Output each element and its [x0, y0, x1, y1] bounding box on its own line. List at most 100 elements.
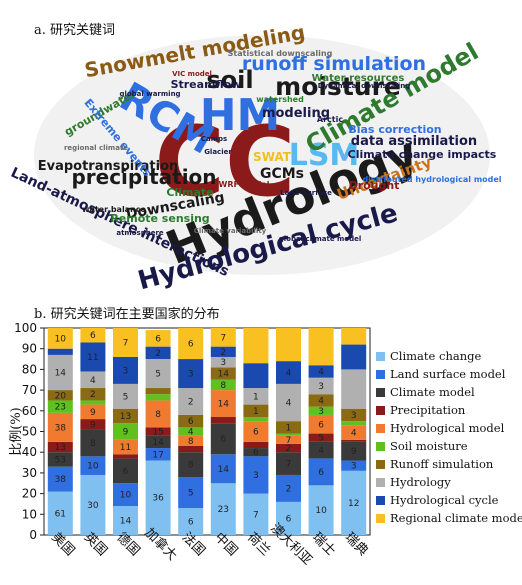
- bar-segment: [341, 421, 367, 426]
- segment-value-label: 7: [286, 436, 292, 446]
- segment-value-label: 6: [286, 514, 292, 524]
- segment-value-label: 3: [318, 407, 324, 417]
- segment-value-label: 11: [120, 443, 131, 453]
- segment-value-label: 5: [155, 370, 161, 380]
- bar-segment: [145, 435, 171, 449]
- segment-value-label: 7: [253, 510, 259, 520]
- word-cloud-word: Camps: [201, 135, 227, 143]
- segment-value-label: 4: [318, 367, 324, 377]
- bar-segment: [47, 412, 73, 442]
- segment-value-label: 20: [55, 391, 67, 401]
- word-cloud-word: Climate: [166, 186, 213, 199]
- bar-segment: [113, 408, 138, 424]
- bar-segment: [113, 454, 138, 459]
- bar-segment: [276, 501, 301, 535]
- segment-value-label: 14: [152, 438, 164, 448]
- bar-segment: [80, 456, 106, 475]
- legend-entry: Hydrological model: [390, 421, 505, 435]
- bar-segment: [113, 458, 138, 484]
- segment-value-label: 1: [286, 423, 292, 433]
- bar-segment: [178, 452, 204, 478]
- word-cloud-word: Glacier: [204, 148, 232, 156]
- word-cloud-word: WRF model: [219, 180, 270, 189]
- segment-value-label: 14: [218, 400, 230, 410]
- segment-value-label: 9: [351, 447, 357, 457]
- bar-segment: [243, 441, 269, 449]
- segment-value-label: 38: [55, 423, 67, 433]
- segment-value-label: 6: [90, 331, 96, 341]
- segment-value-label: 10: [55, 334, 67, 344]
- segment-value-label: 6: [123, 467, 129, 477]
- word-cloud-word: water balance: [82, 205, 146, 214]
- word-cloud-word: Climate change impacts: [348, 148, 497, 161]
- bar-segment: [80, 400, 106, 405]
- legend-entry: Land surface model: [390, 367, 506, 381]
- bar-segment: [210, 356, 236, 368]
- legend-entry: Hydrological cycle: [390, 493, 499, 507]
- bar-segment: [80, 419, 106, 430]
- legend-entry: Climate change: [390, 349, 481, 363]
- word-cloud-word: distributed hydrological model: [362, 175, 501, 184]
- bar-segment: [308, 414, 334, 434]
- segment-value-label: 3: [123, 366, 129, 376]
- segment-value-label: 3: [318, 382, 324, 392]
- segment-value-label: 9: [90, 408, 96, 418]
- segment-value-label: 8: [90, 439, 96, 449]
- bar-segment: [47, 491, 73, 535]
- y-tick-label: 0: [29, 528, 37, 542]
- word-cloud-word: global warming: [119, 90, 180, 98]
- bar-segment: [243, 417, 269, 422]
- bar-segment: [210, 346, 236, 357]
- word-cloud-word: Land Surface: [280, 189, 332, 197]
- bar-segment: [308, 485, 334, 535]
- legend-entry: Runoff simulation: [390, 457, 494, 471]
- bar-segment: [308, 328, 334, 366]
- segment-value-label: 4: [351, 429, 357, 439]
- word-cloud-word: modeling: [262, 106, 330, 121]
- y-tick-label: 20: [22, 487, 37, 501]
- bar-segment: [341, 369, 367, 409]
- bar-segment: [113, 483, 138, 507]
- segment-value-label: 3: [253, 471, 259, 481]
- segment-value-label: 7: [123, 338, 129, 348]
- bar-segment: [341, 344, 367, 370]
- bar-segment: [80, 404, 106, 420]
- bar-segment: [308, 433, 334, 442]
- segment-value-label: 7: [220, 333, 226, 343]
- word-cloud-word: atmosphere: [116, 229, 164, 237]
- bar-segment: [47, 328, 73, 349]
- bar-segment: [276, 474, 301, 502]
- legend-entry: Climate model: [390, 385, 475, 399]
- word-cloud-word: Water resources: [312, 73, 405, 84]
- segment-value-label: 4: [90, 376, 96, 386]
- bar-segment: [113, 423, 138, 440]
- bar-segment: [178, 359, 204, 389]
- bar-segment: [178, 445, 204, 453]
- bar-segment: [80, 342, 106, 372]
- segment-value-label: 10: [120, 491, 132, 501]
- segment-value-label: 2: [188, 397, 194, 407]
- bar-segment: [210, 483, 236, 535]
- legend-swatch: [376, 496, 385, 505]
- bar-segment: [243, 363, 269, 389]
- bar-segment: [145, 460, 171, 535]
- legend-swatch: [376, 460, 385, 469]
- bar-segment: [243, 421, 269, 442]
- bar-segment: [276, 433, 301, 436]
- segment-value-label: 53: [55, 455, 66, 465]
- bar-segment: [341, 460, 367, 471]
- word-cloud-word: runoff simulation: [242, 53, 426, 75]
- bar-segment: [210, 379, 236, 391]
- bar-segment: [276, 328, 301, 362]
- segment-value-label: 4: [188, 428, 194, 438]
- bar-segment: [341, 408, 367, 422]
- bar-segment: [113, 439, 138, 455]
- segment-value-label: 23: [55, 403, 66, 413]
- word-cloud-word: Arctic: [317, 115, 343, 124]
- bar-segment: [210, 454, 236, 484]
- bar-segment: [145, 394, 171, 401]
- segment-value-label: 6: [188, 417, 194, 427]
- bar-segment: [308, 458, 334, 486]
- segment-value-label: 3: [351, 462, 357, 472]
- bar-segment: [308, 377, 334, 395]
